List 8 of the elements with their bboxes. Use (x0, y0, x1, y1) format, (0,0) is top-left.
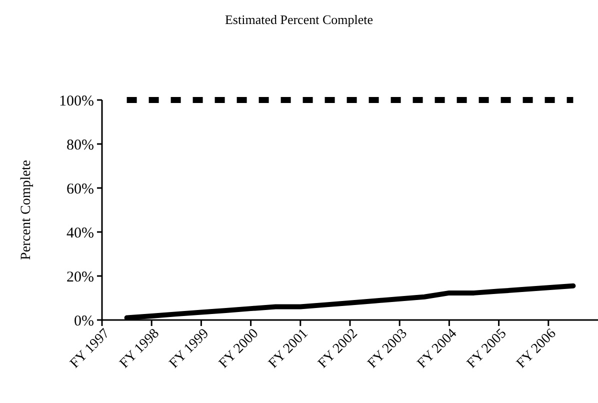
y-tick-label: 60% (66, 181, 94, 198)
y-tick-label: 100% (59, 93, 94, 110)
y-tick-label: 20% (66, 269, 94, 286)
chart-title: Estimated Percent Complete (224, 12, 374, 27)
y-tick-label: 0% (74, 313, 94, 330)
y-tick-label: 80% (66, 137, 94, 154)
y-tick-label: 40% (66, 225, 94, 242)
y-axis-title: Percent Complete (19, 160, 34, 260)
